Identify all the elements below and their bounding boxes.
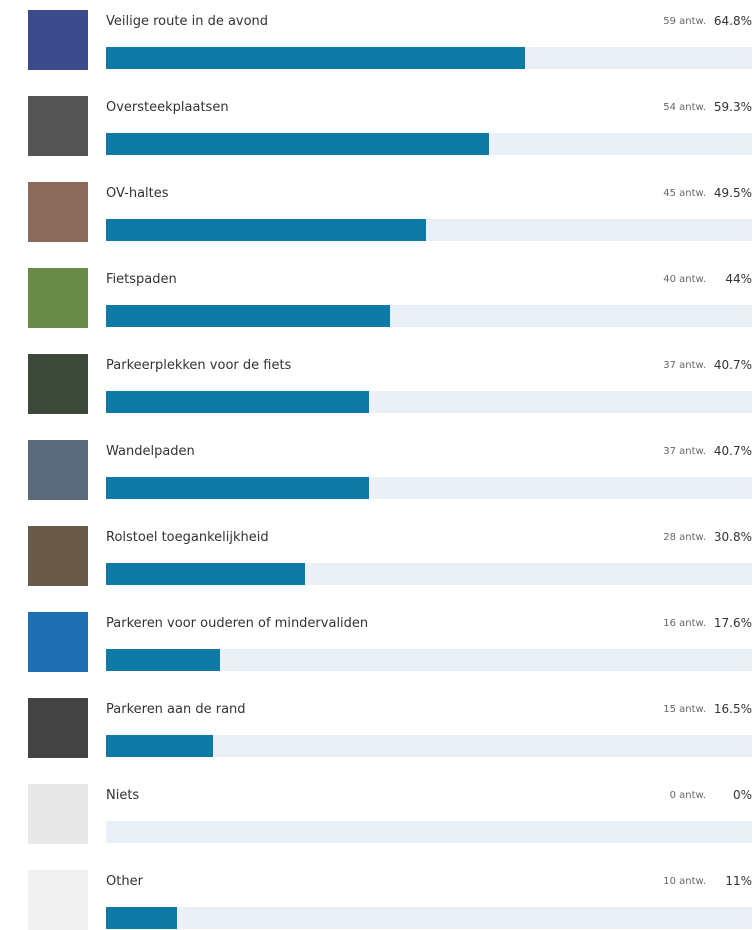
- thumbnail: [28, 698, 88, 758]
- option-label: Oversteekplaatsen: [106, 100, 229, 115]
- answer-count: 37 antw.: [663, 360, 706, 371]
- bar: [106, 391, 369, 413]
- option-label: Parkeren voor ouderen of mindervaliden: [106, 616, 369, 631]
- percent-label: 44%: [725, 272, 752, 286]
- percent-label: 49.5%: [713, 186, 752, 200]
- thumbnail: [28, 182, 88, 242]
- option-label: Wandelpaden: [106, 444, 195, 459]
- answer-count: 10 antw.: [663, 876, 706, 887]
- answer-count: 40 antw.: [663, 274, 706, 285]
- option-label: Other: [106, 874, 143, 889]
- percent-label: 40.7%: [713, 358, 752, 372]
- percent-label: 64.8%: [713, 14, 752, 28]
- bar-track: [106, 477, 752, 499]
- bar: [106, 649, 220, 671]
- option-label: Veilige route in de avond: [106, 14, 269, 29]
- bar-track: [106, 735, 752, 757]
- option-label: OV-haltes: [106, 186, 169, 201]
- option-label: Parkeren aan de rand: [106, 702, 246, 717]
- thumbnail: [28, 526, 88, 586]
- bar-track: [106, 821, 752, 843]
- answer-count: 45 antw.: [663, 188, 706, 199]
- thumbnail: [28, 612, 88, 672]
- bar: [106, 133, 490, 155]
- thumbnail: [28, 10, 88, 70]
- bar-track: [106, 563, 752, 585]
- thumbnail: [28, 440, 88, 500]
- bar: [106, 477, 369, 499]
- bar: [106, 305, 391, 327]
- percent-label: 0%: [732, 788, 752, 802]
- thumbnail: [28, 870, 88, 930]
- thumbnail: [28, 96, 88, 156]
- percent-label: 17.6%: [713, 616, 752, 630]
- option-label: Niets: [106, 788, 140, 803]
- bar: [106, 735, 213, 757]
- answer-count: 59 antw.: [663, 16, 706, 27]
- percent-label: 16.5%: [713, 702, 752, 716]
- percent-label: 30.8%: [713, 530, 752, 544]
- answer-count: 54 antw.: [663, 102, 706, 113]
- thumbnail: [28, 268, 88, 328]
- answer-count: 0 antw.: [669, 790, 706, 801]
- percent-label: 40.7%: [713, 444, 752, 458]
- option-label: Fietspaden: [106, 272, 177, 287]
- answer-count: 15 antw.: [663, 704, 706, 715]
- bar-track: [106, 391, 752, 413]
- answer-count: 37 antw.: [663, 446, 706, 457]
- answer-count: 16 antw.: [663, 618, 706, 629]
- bar-track: [106, 305, 752, 327]
- bar: [106, 219, 426, 241]
- bar: [106, 907, 178, 929]
- answer-count: 28 antw.: [663, 532, 706, 543]
- option-label: Rolstoel toegankelijkheid: [106, 530, 269, 545]
- bar: [106, 563, 305, 585]
- thumbnail: [28, 784, 88, 844]
- bar-track: [106, 649, 752, 671]
- bar-track: [106, 47, 752, 69]
- thumbnail: [28, 354, 88, 414]
- bar: [106, 47, 525, 69]
- bar-track: [106, 133, 752, 155]
- bar-track: [106, 219, 752, 241]
- percent-label: 59.3%: [713, 100, 752, 114]
- option-label: Parkeerplekken voor de fiets: [106, 358, 292, 373]
- percent-label: 11%: [725, 874, 752, 888]
- bar-track: [106, 907, 752, 929]
